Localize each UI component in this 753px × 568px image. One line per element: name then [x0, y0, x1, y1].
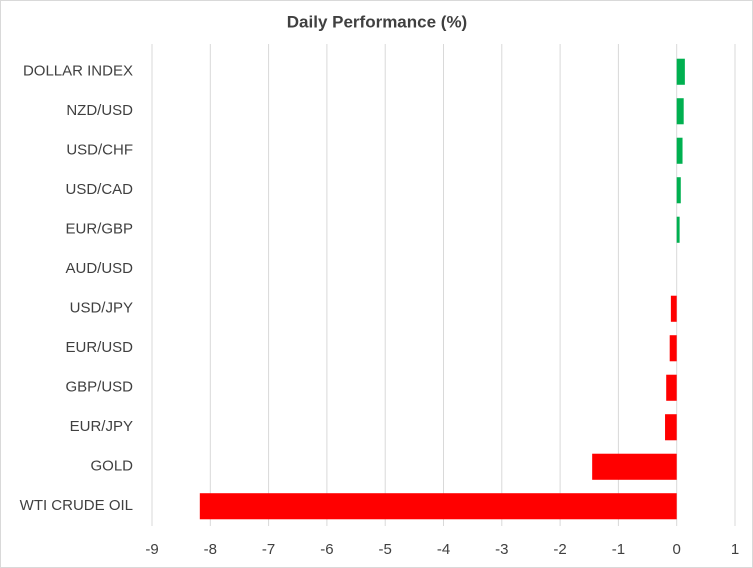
bar: [676, 177, 681, 204]
x-tick-label: -7: [262, 541, 275, 558]
y-tick-label: EUR/USD: [65, 339, 133, 356]
x-tick-label: -1: [612, 541, 625, 558]
x-tick-label: -2: [553, 541, 566, 558]
x-tick-label: 0: [673, 541, 681, 558]
y-tick-label: GOLD: [90, 458, 133, 475]
x-tick-label: -3: [495, 541, 508, 558]
bar: [676, 216, 680, 243]
chart-title: Daily Performance (%): [287, 12, 467, 31]
bar: [665, 414, 677, 441]
bar: [670, 295, 677, 322]
x-tick-label: -6: [320, 541, 333, 558]
x-tick-label: -4: [437, 541, 450, 558]
y-tick-label: USD/CAD: [65, 181, 133, 198]
bar: [669, 335, 677, 362]
bar: [666, 374, 677, 401]
y-tick-label: EUR/JPY: [70, 418, 133, 435]
x-tick-label: -5: [379, 541, 392, 558]
x-tick-label: 1: [731, 541, 739, 558]
y-tick-label: GBP/USD: [65, 379, 133, 396]
y-tick-label: EUR/GBP: [65, 221, 133, 238]
y-tick-label: AUD/USD: [65, 260, 133, 277]
y-tick-label: NZD/USD: [66, 102, 133, 119]
bar: [199, 493, 677, 520]
bar: [592, 453, 677, 480]
x-tick-label: -9: [145, 541, 158, 558]
bar: [676, 58, 685, 85]
y-tick-label: USD/CHF: [66, 142, 133, 159]
y-tick-label: DOLLAR INDEX: [23, 63, 133, 80]
bar: [676, 98, 684, 125]
x-tick-label: -8: [204, 541, 217, 558]
y-tick-label: WTI CRUDE OIL: [20, 497, 133, 514]
y-tick-label: USD/JPY: [70, 300, 133, 317]
bar: [676, 137, 683, 164]
